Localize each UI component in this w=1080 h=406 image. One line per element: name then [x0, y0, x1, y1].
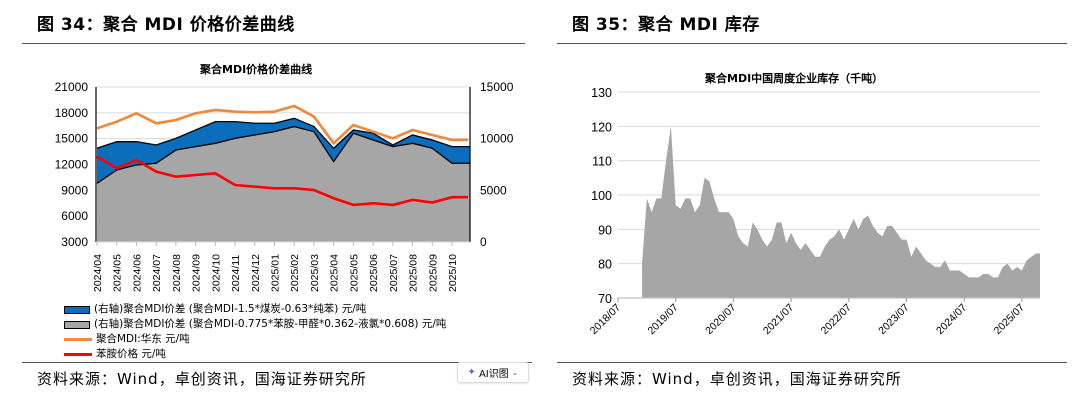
y-tick-label: 120 — [591, 120, 612, 134]
right-axis-tick-label: 15000 — [480, 80, 514, 94]
legend-item: (右轴)聚合MDI价差 (聚合MDI-0.775*苯胺-甲醛*0.362-液氯*… — [64, 317, 446, 332]
x-tick-label: 2024/07 — [934, 302, 969, 337]
source-divider-right — [557, 362, 1067, 363]
title-divider-left — [22, 43, 525, 44]
x-tick-label: 2025/07 — [388, 254, 400, 292]
sparkle-icon: ✦ — [467, 367, 476, 378]
left-chart-title: 聚合MDI价格价差曲线 — [200, 63, 313, 76]
x-tick-label: 2024/06 — [131, 254, 143, 292]
y-tick-label: 90 — [598, 223, 612, 237]
y-tick-label: 110 — [592, 155, 612, 169]
chevron-down-icon: ⌄ — [511, 368, 519, 377]
x-tick-label: 2025/02 — [289, 254, 301, 292]
x-tick-label: 2024/12 — [250, 254, 262, 292]
legend-swatch — [64, 338, 92, 341]
x-tick-label: 2024/11 — [230, 255, 242, 292]
legend-item: 苯胺价格 元/吨 — [64, 347, 446, 362]
x-tick-label: 2018/07 — [588, 302, 623, 337]
left-axis-tick-label: 12000 — [55, 158, 89, 172]
figure-34-title: 图 34：聚合 MDI 价格价差曲线 — [37, 15, 295, 35]
right-axis-tick-label: 10000 — [480, 132, 514, 146]
ai-recognize-button[interactable]: ✦ AI识图 ⌄ — [457, 362, 529, 383]
legend-label: 聚合MDI:华东 元/吨 — [96, 333, 190, 345]
title-divider-right — [557, 43, 1067, 44]
x-tick-label: 2025/05 — [348, 254, 360, 292]
x-tick-label: 2024/07 — [151, 254, 163, 292]
left-axis-tick-label: 9000 — [61, 183, 88, 197]
left-source: 资料来源：Wind，卓创资讯，国海证券研究所 — [37, 370, 367, 388]
legend-swatch — [64, 320, 90, 329]
x-tick-label: 2025/04 — [329, 254, 341, 292]
figure-35-title: 图 35：聚合 MDI 库存 — [572, 15, 760, 35]
left-axis-tick-label: 18000 — [55, 106, 89, 120]
series-mdi-price-line — [96, 104, 468, 146]
x-tick-label: 2019/07 — [645, 302, 680, 337]
legend-item: 聚合MDI:华东 元/吨 — [64, 332, 446, 347]
right-axis-tick-label: 5000 — [480, 183, 507, 197]
left-axis-tick-label: 6000 — [61, 209, 88, 223]
x-tick-label: 2022/07 — [819, 302, 854, 337]
left-chart-legend: (右轴)聚合MDI价差 (聚合MDI-1.5*煤炭-0.63*纯苯) 元/吨 (… — [64, 302, 446, 362]
legend-swatch — [64, 353, 92, 356]
x-tick-label: 2024/08 — [171, 254, 183, 292]
x-tick-label: 2025/03 — [309, 254, 321, 292]
legend-label: (右轴)聚合MDI价差 (聚合MDI-1.5*煤炭-0.63*纯苯) 元/吨 — [94, 303, 367, 315]
y-tick-label: 100 — [591, 189, 612, 203]
legend-swatch — [64, 305, 90, 314]
series-gray-spread-area-outline — [96, 125, 470, 184]
legend-item: (右轴)聚合MDI价差 (聚合MDI-1.5*煤炭-0.63*纯苯) 元/吨 — [64, 302, 446, 317]
x-tick-label: 2024/04 — [92, 254, 104, 292]
inventory-area — [642, 126, 1040, 298]
right-axis-tick-label: 0 — [480, 235, 487, 249]
y-tick-label: 130 — [591, 86, 612, 100]
source-divider-left — [22, 362, 532, 363]
x-tick-label: 2025/01 — [270, 254, 282, 292]
legend-label: (右轴)聚合MDI价差 (聚合MDI-0.775*苯胺-甲醛*0.362-液氯*… — [94, 318, 447, 330]
series-aniline-price-line — [96, 155, 468, 207]
right-chart-title: 聚合MDI中国周度企业库存（千吨） — [705, 72, 884, 85]
y-tick-label: 70 — [598, 292, 612, 306]
left-axis-tick-label: 3000 — [61, 235, 88, 249]
x-tick-label: 2025/07 — [992, 302, 1027, 337]
legend-label: 苯胺价格 元/吨 — [96, 348, 166, 360]
left-axis-tick-label: 15000 — [55, 132, 89, 146]
series-gray-spread-area — [97, 126, 470, 242]
x-tick-label: 2025/09 — [427, 254, 439, 292]
x-tick-label: 2023/07 — [876, 302, 911, 337]
y-tick-label: 80 — [598, 258, 612, 272]
x-tick-label: 2024/05 — [112, 254, 124, 292]
x-tick-label: 2025/10 — [447, 254, 459, 292]
x-tick-label: 2020/07 — [703, 302, 738, 337]
x-tick-label: 2024/09 — [191, 254, 203, 292]
left-axis-tick-label: 21000 — [55, 80, 89, 94]
x-tick-label: 2024/10 — [210, 254, 222, 292]
x-tick-label: 2021/07 — [761, 302, 796, 337]
ai-button-label: AI识图 — [478, 369, 509, 380]
x-tick-label: 2025/06 — [368, 254, 380, 292]
right-source: 资料来源：Wind，卓创资讯，国海证券研究所 — [572, 370, 902, 388]
x-tick-label: 2025/08 — [408, 254, 420, 292]
series-blue-spread-area-outline — [96, 117, 470, 150]
